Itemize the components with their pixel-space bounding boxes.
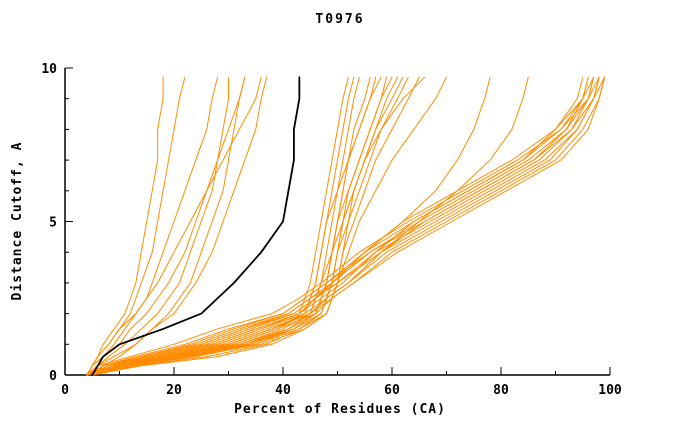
chart-title: T0976	[315, 12, 365, 27]
model-curve	[86, 76, 360, 376]
model-curve	[86, 76, 349, 376]
y-tick-label: 5	[49, 216, 57, 231]
x-tick-label: 100	[598, 383, 622, 398]
reference-curve	[91, 76, 301, 376]
model-curve	[86, 76, 219, 376]
model-curve	[91, 76, 529, 376]
model-curve	[86, 76, 491, 376]
model-curve	[86, 76, 229, 376]
x-tick-label: 40	[275, 383, 291, 398]
x-axis-label: Percent of Residues (CA)	[234, 402, 446, 417]
model-curve	[86, 76, 426, 376]
model-curve	[91, 76, 606, 376]
model-curve	[86, 76, 186, 376]
model-curve	[91, 76, 589, 376]
model-curve	[91, 76, 246, 376]
model-curve	[91, 76, 447, 376]
x-tick-label: 60	[384, 383, 400, 398]
model-curve	[86, 76, 595, 376]
model-curve	[86, 76, 606, 376]
model-curve	[91, 76, 420, 376]
model-curve	[91, 76, 600, 376]
model-curve	[91, 76, 589, 376]
x-tick-label: 80	[493, 383, 509, 398]
y-tick-label: 0	[49, 369, 57, 384]
model-curve	[86, 76, 595, 376]
model-curve	[86, 76, 268, 376]
model-curve	[86, 76, 600, 376]
model-curve	[91, 76, 606, 376]
model-curve	[86, 76, 355, 376]
model-curve	[86, 76, 164, 376]
model-curve	[91, 76, 600, 376]
model-curve	[86, 76, 262, 376]
y-axis-label: Distance Cutoff, A	[10, 141, 25, 301]
model-curve	[86, 76, 377, 376]
x-tick-label: 0	[61, 383, 69, 398]
model-curve	[86, 76, 595, 376]
x-tick-label: 20	[166, 383, 182, 398]
y-tick-label: 10	[41, 62, 57, 77]
